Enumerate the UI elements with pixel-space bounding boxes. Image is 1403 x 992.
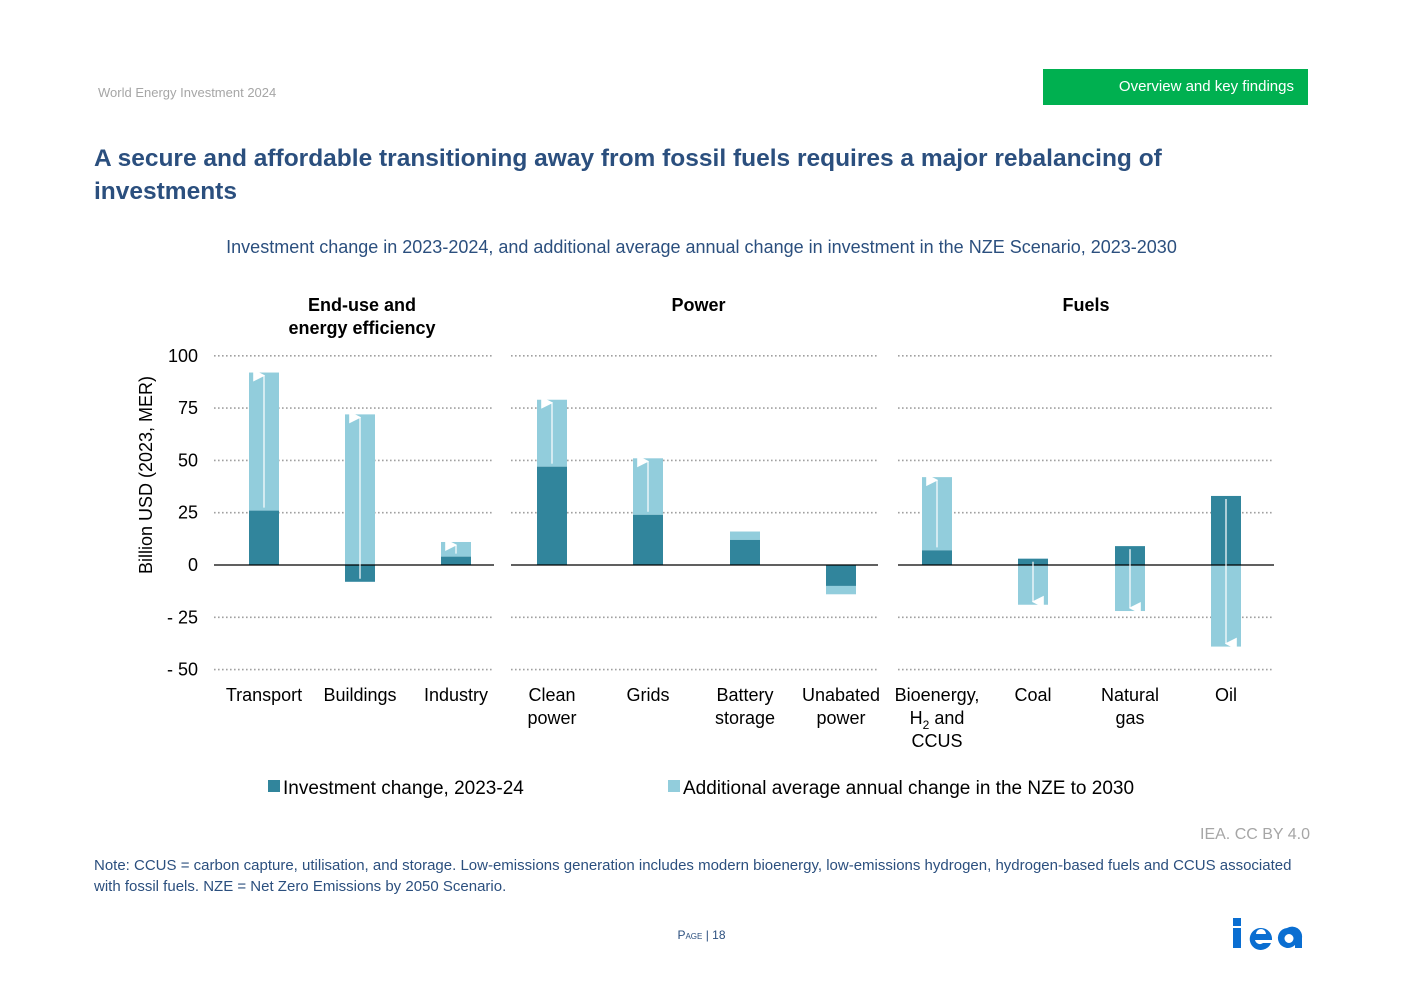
bar-investment-change [730, 539, 760, 565]
bar-investment-change [537, 466, 567, 565]
bar-investment-change [922, 550, 952, 565]
y-tick-label: 75 [178, 398, 198, 418]
page-number: Page | 18 [677, 928, 726, 942]
group-header: Fuels [1062, 295, 1109, 315]
category-label: Battery [716, 685, 773, 705]
category-label: Unabated [802, 685, 880, 705]
bar-investment-change [633, 514, 663, 565]
category-label: H2 and [910, 708, 965, 732]
iea-logo[interactable]: iea [1232, 915, 1310, 951]
report-name: World Energy Investment 2024 [98, 85, 277, 100]
category-label: Coal [1014, 685, 1051, 705]
group-header: energy efficiency [288, 318, 435, 338]
category-label: power [527, 708, 576, 728]
legend-label[interactable]: Additional average annual change in the … [683, 778, 1134, 799]
y-tick-label: 25 [178, 503, 198, 523]
bar-investment-change [249, 510, 279, 565]
y-tick-label: 50 [178, 450, 198, 470]
y-tick-label: - 50 [167, 660, 198, 680]
credit: IEA. CC BY 4.0 [1200, 826, 1310, 843]
y-tick-label: - 25 [167, 607, 198, 627]
category-label: Grids [626, 685, 669, 705]
category-label: storage [715, 708, 775, 728]
legend-swatch [668, 780, 680, 792]
page-title: A secure and affordable transitioning aw… [94, 145, 1162, 205]
y-tick-label: 100 [168, 346, 198, 366]
bar-investment-change [441, 556, 471, 565]
group-header: End-use and [308, 295, 416, 315]
page-word: Page [677, 928, 703, 942]
y-tick-label: 0 [188, 555, 198, 575]
bar-investment-change [826, 565, 856, 586]
category-label: Natural [1101, 685, 1159, 705]
category-label: Industry [424, 685, 488, 705]
bar-nze-change [730, 531, 760, 540]
category-label: Transport [226, 685, 302, 705]
legend: Investment change, 2023-24 Additional ave… [268, 778, 1134, 799]
section-tag[interactable]: Overview and key findings [1043, 69, 1308, 105]
group-header: Power [671, 295, 725, 315]
note: Note: CCUS = carbon capture, utilisation… [94, 857, 1292, 895]
labels: 100 75 50 25 0 - 25 - 50 Billion USD (2023, MER… [136, 295, 1237, 751]
legend-swatch [268, 780, 280, 792]
y-axis-label: Billion USD (2023, MER) [136, 376, 156, 574]
page-number-value: 18 [712, 928, 726, 942]
category-label: gas [1115, 708, 1144, 728]
legend-label[interactable]: Investment change, 2023-24 [283, 778, 524, 799]
category-label: Buildings [323, 685, 396, 705]
category-label: Bioenergy, [895, 685, 980, 705]
bars [249, 372, 1241, 647]
category-label: power [816, 708, 865, 728]
chart-title: Investment change in 2023-2024, and addi… [226, 237, 1177, 257]
bar-nze-change [826, 585, 856, 595]
arrows [253, 369, 1237, 650]
category-label: Oil [1215, 685, 1237, 705]
category-label: Clean [528, 685, 575, 705]
category-label: CCUS [911, 731, 962, 751]
